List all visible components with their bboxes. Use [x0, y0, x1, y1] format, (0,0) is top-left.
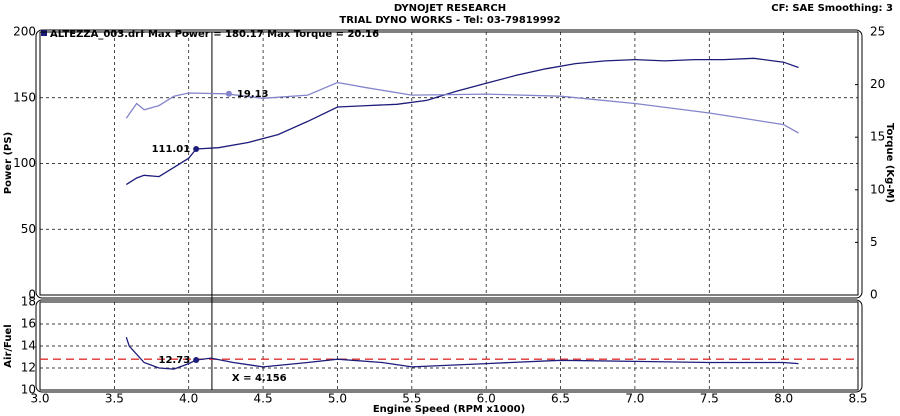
annotation-label: 19.13: [237, 89, 269, 100]
series-line: [125, 81, 799, 134]
y-tick-label: 12: [21, 361, 36, 375]
y2-tick-label: 20: [870, 77, 885, 91]
y-tick-label: 100: [13, 156, 36, 170]
y2-tick-label: 25: [870, 25, 885, 39]
subtitle: TRIAL DYNO WORKS - Tel: 03-79819992: [339, 15, 560, 26]
x-tick-label: 6.5: [551, 392, 570, 406]
settings: CF: SAE Smoothing: 3: [771, 3, 893, 14]
y-tick-label: 200: [13, 25, 36, 39]
y2-tick-label: 15: [870, 130, 885, 144]
y-tick-label: 0: [28, 288, 36, 302]
bottom-frame: [35, 299, 863, 393]
y2-tick-label: 0: [870, 288, 878, 302]
y-tick-label: 10: [21, 383, 36, 397]
x-axis-label: Engine Speed (RPM x1000): [373, 404, 525, 415]
x-tick-label: 7.0: [625, 392, 644, 406]
x-tick-label: 4.5: [254, 392, 273, 406]
annotation-marker: [193, 356, 200, 363]
top-frame: [35, 29, 863, 299]
cursor-label: X = 4.156: [232, 373, 287, 384]
plot-area: [39, 31, 859, 296]
x-tick-label: 5.0: [328, 392, 347, 406]
annotation-label: 111.01: [152, 144, 191, 155]
y-axis-label: Air/Fuel: [3, 324, 14, 367]
y2-tick-label: 10: [870, 182, 885, 196]
plot-area: [39, 301, 859, 391]
y-tick-label: 150: [13, 90, 36, 104]
annotation-marker: [193, 146, 200, 153]
x-tick-label: 3.5: [105, 392, 124, 406]
y-tick-label: 18: [21, 295, 36, 309]
series-line: [125, 57, 799, 186]
x-tick-label: 4.0: [179, 392, 198, 406]
x-tick-label: 6.0: [477, 392, 496, 406]
y2-axis-label: Torque (Kg-M): [884, 123, 895, 203]
legend: ALTEZZA_003.drf Max Power = 180.17 Max T…: [50, 29, 379, 40]
annotation-marker: [225, 90, 232, 97]
series-line: [125, 336, 799, 370]
x-tick-label: 3.0: [30, 392, 49, 406]
legend-swatch: [41, 30, 47, 36]
y-axis-label: Power (PS): [3, 132, 14, 194]
title: DYNOJET RESEARCH: [394, 3, 506, 14]
x-tick-label: 8.0: [774, 392, 793, 406]
x-tick-label: 8.5: [848, 392, 867, 406]
y-tick-label: 14: [21, 339, 36, 353]
y2-tick-label: 5: [870, 235, 878, 249]
x-tick-label: 7.5: [700, 392, 719, 406]
annotation-label: 12.73: [159, 355, 191, 366]
y-tick-label: 50: [21, 222, 36, 236]
y-tick-label: 16: [21, 317, 36, 331]
x-tick-label: 5.5: [402, 392, 421, 406]
